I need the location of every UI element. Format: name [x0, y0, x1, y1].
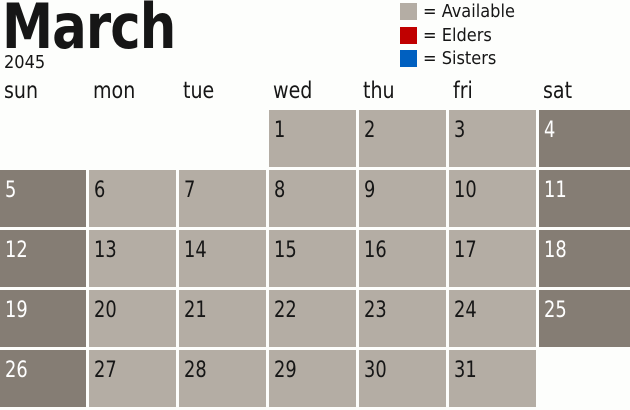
legend: = Available = Elders = Sisters: [400, 0, 515, 71]
day-header-tue: tue: [183, 78, 215, 104]
day-cell[interactable]: 17: [449, 230, 536, 287]
day-header-fri: fri: [453, 78, 473, 104]
day-number: 19: [5, 298, 28, 323]
day-number: 8: [274, 178, 286, 203]
day-cell[interactable]: 8: [269, 170, 356, 227]
day-cell[interactable]: 1: [269, 110, 356, 167]
day-number: 29: [274, 358, 297, 383]
day-number: 3: [454, 118, 466, 143]
day-cell[interactable]: 7: [179, 170, 266, 227]
day-cell[interactable]: 15: [269, 230, 356, 287]
day-number: 21: [184, 298, 207, 323]
day-cell[interactable]: 3: [449, 110, 536, 167]
legend-label: = Elders: [423, 24, 492, 46]
day-number: 20: [94, 298, 117, 323]
day-cell[interactable]: 21: [179, 290, 266, 347]
day-cell[interactable]: 6: [89, 170, 176, 227]
day-cell[interactable]: 11: [539, 170, 630, 227]
day-number: 30: [364, 358, 387, 383]
day-cell[interactable]: 30: [359, 350, 446, 407]
legend-label: = Available: [423, 1, 515, 23]
day-header-mon: mon: [93, 78, 136, 104]
day-number: 18: [544, 238, 567, 263]
legend-elders: = Elders: [400, 24, 515, 48]
year-label: 2045: [4, 52, 46, 73]
legend-label: = Sisters: [423, 48, 497, 70]
day-cell[interactable]: 2: [359, 110, 446, 167]
day-number: 26: [5, 358, 28, 383]
day-cell[interactable]: 28: [179, 350, 266, 407]
day-cell[interactable]: 22: [269, 290, 356, 347]
day-number: 22: [274, 298, 297, 323]
day-header-sat: sat: [543, 78, 573, 104]
legend-sisters: = Sisters: [400, 47, 515, 71]
day-cell[interactable]: 25: [539, 290, 630, 347]
day-number: 10: [454, 178, 477, 203]
day-number: 14: [184, 238, 207, 263]
day-cell[interactable]: 12: [0, 230, 86, 287]
day-number: 24: [454, 298, 477, 323]
day-cell[interactable]: 16: [359, 230, 446, 287]
day-cell[interactable]: 14: [179, 230, 266, 287]
day-number: 9: [364, 178, 376, 203]
day-cell[interactable]: 31: [449, 350, 536, 407]
day-cell[interactable]: 5: [0, 170, 86, 227]
day-number: 25: [544, 298, 567, 323]
month-title: March: [2, 0, 176, 63]
day-cell[interactable]: 4: [539, 110, 630, 167]
sisters-swatch: [400, 50, 417, 68]
available-swatch: [400, 3, 417, 21]
day-cell[interactable]: 19: [0, 290, 86, 347]
day-number: 6: [94, 178, 106, 203]
day-cell[interactable]: 27: [89, 350, 176, 407]
elders-swatch: [400, 26, 417, 44]
day-number: 2: [364, 118, 376, 143]
day-number: 7: [184, 178, 196, 203]
day-cell[interactable]: 10: [449, 170, 536, 227]
day-number: 1: [274, 118, 286, 143]
day-number: 5: [5, 178, 17, 203]
day-number: 15: [274, 238, 297, 263]
day-number: 11: [544, 178, 567, 203]
day-number: 17: [454, 238, 477, 263]
day-cell[interactable]: 13: [89, 230, 176, 287]
legend-available: = Available: [400, 0, 515, 24]
day-cell[interactable]: 29: [269, 350, 356, 407]
day-cell[interactable]: 18: [539, 230, 630, 287]
day-number: 31: [454, 358, 477, 383]
day-number: 4: [544, 118, 556, 143]
day-header-sun: sun: [4, 78, 39, 104]
day-cell[interactable]: 20: [89, 290, 176, 347]
day-number: 12: [5, 238, 28, 263]
day-cell[interactable]: 9: [359, 170, 446, 227]
day-number: 28: [184, 358, 207, 383]
day-header-thu: thu: [363, 78, 395, 104]
day-cell[interactable]: 23: [359, 290, 446, 347]
day-cell[interactable]: 26: [0, 350, 86, 407]
day-number: 27: [94, 358, 117, 383]
day-cell[interactable]: 24: [449, 290, 536, 347]
day-number: 16: [364, 238, 387, 263]
day-number: 13: [94, 238, 117, 263]
day-number: 23: [364, 298, 387, 323]
day-header-wed: wed: [273, 78, 313, 104]
